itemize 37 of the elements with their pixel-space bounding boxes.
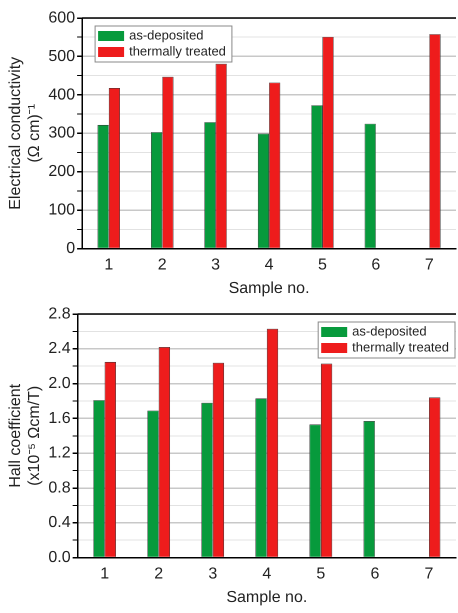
legend-label: thermally treated <box>129 44 226 59</box>
x-tick-label: 1 <box>100 566 110 583</box>
y-axis-title: Electrical conductivity (Ω cm)⁻¹ <box>7 56 44 210</box>
x-tick-label: 3 <box>208 566 218 583</box>
y-tick-label: 600 <box>48 9 76 26</box>
x-tick-label: 7 <box>424 566 434 583</box>
x-axis-title: Sample no. <box>228 280 310 297</box>
legend-label: thermally treated <box>352 340 450 355</box>
x-tick-label: 5 <box>318 256 328 274</box>
y-tick-label: 500 <box>48 48 76 65</box>
y-axis-title: Hall coefficient (x10⁻⁵ Ωcm/T) <box>7 383 44 488</box>
y-tick-label: 0.0 <box>48 549 71 566</box>
y-tick-label: 2.0 <box>48 375 71 392</box>
y-tick-label: 2.4 <box>48 340 71 358</box>
y-tick-label: 1.2 <box>48 444 71 462</box>
y-tick-label: 100 <box>48 202 76 219</box>
x-tick-label: 1 <box>104 256 114 274</box>
x-tick-label: 2 <box>158 256 167 274</box>
y-tick-label: 300 <box>48 124 76 142</box>
x-tick-label: 4 <box>262 566 272 583</box>
x-tick-label: 6 <box>371 256 380 274</box>
y-tick-label: 1.6 <box>48 410 71 427</box>
x-axis-title: Sample no. <box>226 588 308 606</box>
legend-label: as-deposited <box>352 324 427 339</box>
y-tick-label: 0 <box>66 240 76 258</box>
y-tick-label: 400 <box>48 86 76 104</box>
y-tick-label: 0.4 <box>48 514 71 532</box>
x-tick-label: 7 <box>424 256 434 274</box>
x-tick-label: 6 <box>370 566 380 583</box>
y-tick-label: 0.8 <box>48 479 71 496</box>
legend-label: as-deposited <box>129 28 204 43</box>
x-tick-label: 5 <box>316 566 326 583</box>
x-tick-label: 3 <box>211 256 220 274</box>
y-tick-label: 200 <box>48 163 76 180</box>
x-tick-label: 4 <box>264 256 274 274</box>
y-tick-label: 2.8 <box>48 305 71 322</box>
x-tick-label: 2 <box>154 566 164 583</box>
